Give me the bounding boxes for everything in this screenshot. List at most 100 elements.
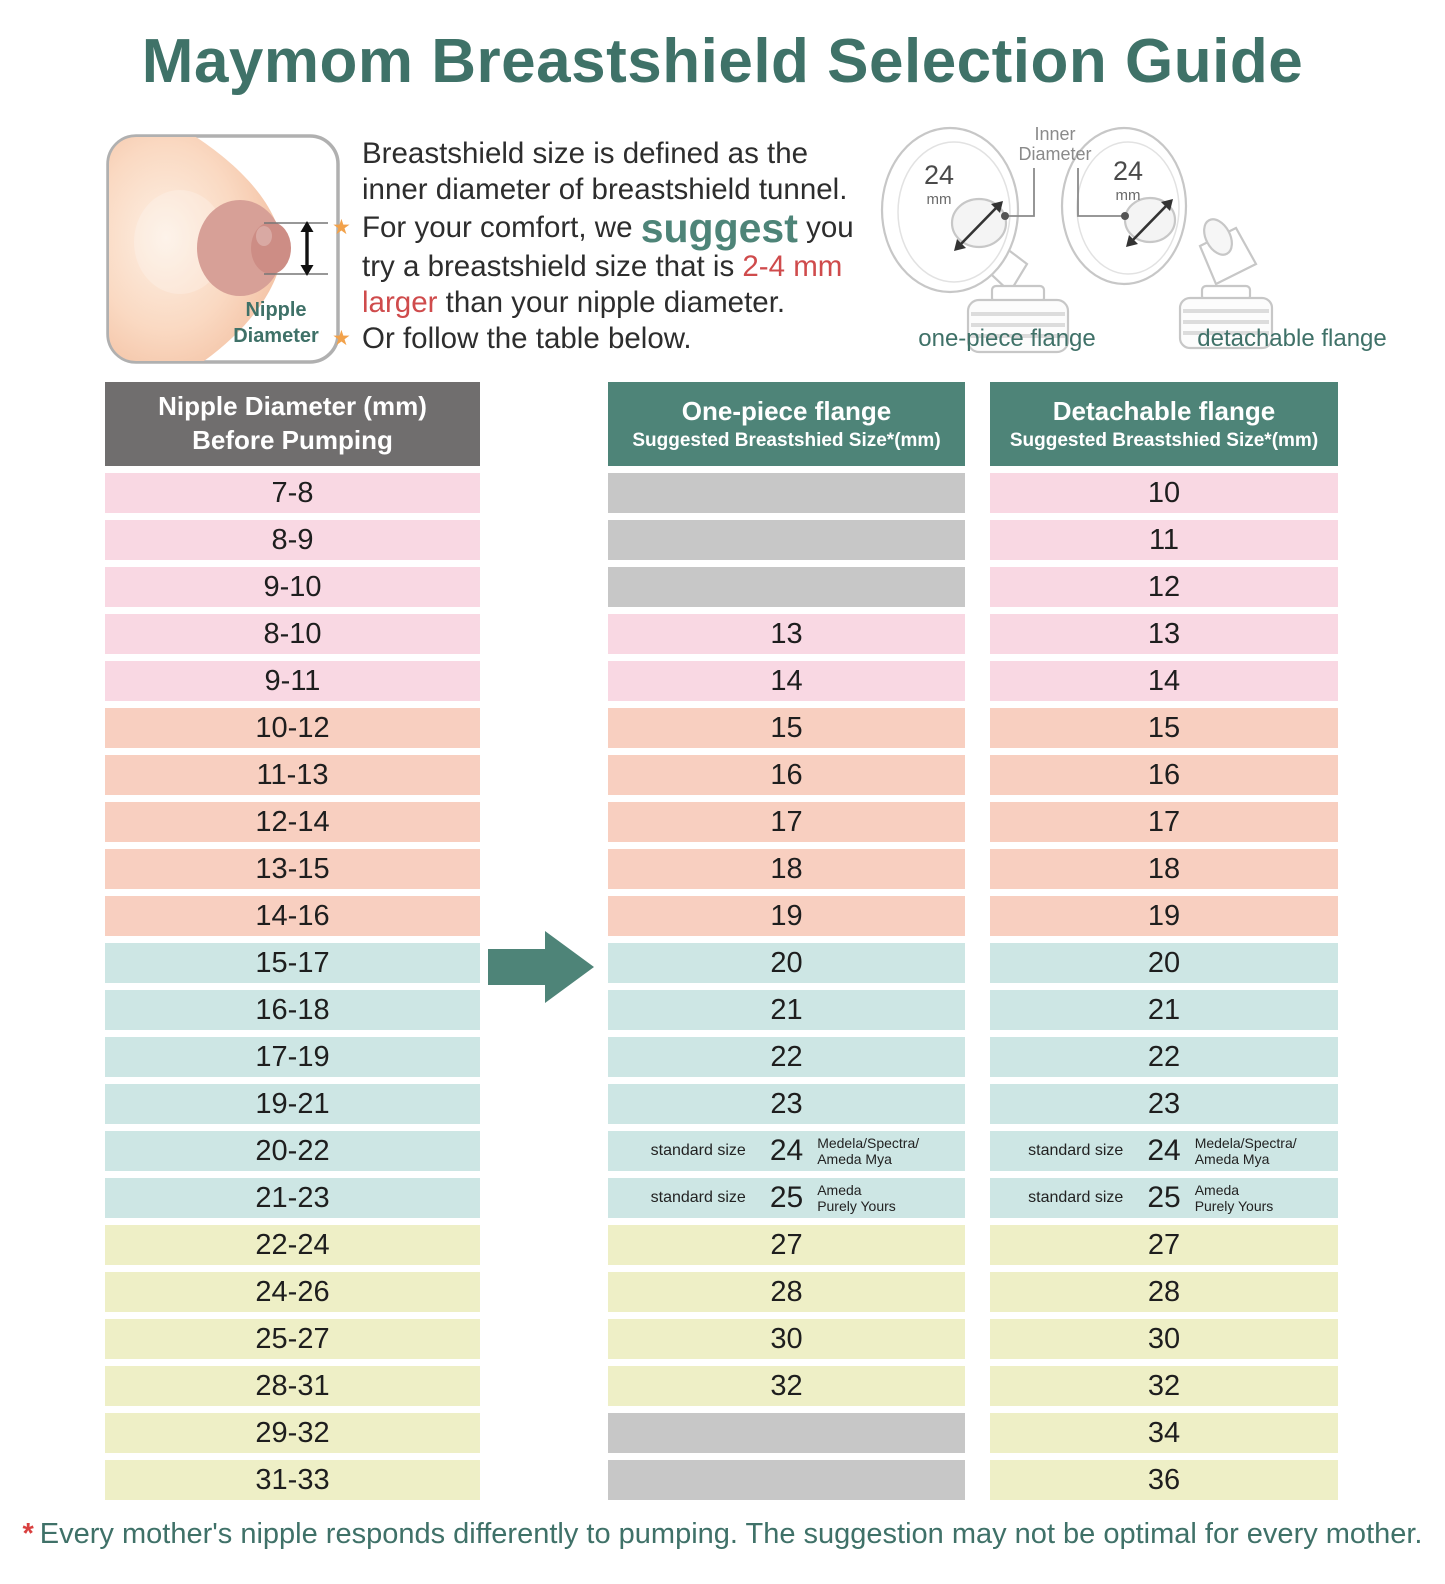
nipple-range-cell: 9-11 <box>105 661 480 701</box>
nipple-label-line1: Nipple <box>245 299 306 321</box>
one-piece-size-cell <box>608 520 965 560</box>
measurement-lines <box>264 222 328 275</box>
nipple-range-cell: 7-8 <box>105 473 480 513</box>
size-value: 25 <box>769 1181 804 1214</box>
star-icon: ★ <box>332 216 351 239</box>
detachable-size-cell: 32 <box>990 1366 1338 1406</box>
nipple-range-cell: 8-9 <box>105 520 480 560</box>
brand-names: Medela/Spectra/ Ameda Mya <box>817 1134 920 1167</box>
nipple-range-cell: 24-26 <box>105 1272 480 1312</box>
one-piece-size-cell: standard size 24 Medela/Spectra/ Ameda Mya <box>608 1131 965 1171</box>
one-piece-size-cell: 15 <box>608 708 965 748</box>
one-piece-size-cell <box>608 567 965 607</box>
nipple-range-cell: 11-13 <box>105 755 480 795</box>
column-header-detachable-flange: Detachable flange Suggested Breastshied … <box>990 382 1338 466</box>
nipple-range-cell: 20-22 <box>105 1131 480 1171</box>
header-title: Nipple Diameter (mm) <box>158 391 427 422</box>
bullet1-post: than your nipple diameter. <box>437 286 786 319</box>
detachable-size-cell: 36 <box>990 1460 1338 1500</box>
nipple-range-cell: 14-16 <box>105 896 480 936</box>
page-title: Maymom Breastshield Selection Guide <box>141 27 1304 96</box>
size-mm-unit: mm <box>1116 187 1141 204</box>
breast-drawing <box>109 137 291 361</box>
intro-sentence-text: Breastshield size is defined as the inne… <box>362 137 848 206</box>
detachable-flange-drawing <box>1060 126 1274 350</box>
standard-size-label: standard size <box>650 1142 746 1159</box>
bullet1-mid: you try a breastshield size that is <box>362 211 854 283</box>
detachable-size-cell: 21 <box>990 990 1338 1030</box>
nipple-range-cell: 13-15 <box>105 849 480 889</box>
brand-names: Ameda Purely Yours <box>817 1181 896 1214</box>
detachable-size-cell: 23 <box>990 1084 1338 1124</box>
standard-size-label: standard size <box>650 1189 746 1206</box>
detachable-size-cell: 30 <box>990 1319 1338 1359</box>
nipple-range-cell: 10-12 <box>105 708 480 748</box>
size-24-label: 24 <box>1113 156 1143 186</box>
nipple-range-cell: 31-33 <box>105 1460 480 1500</box>
footnote: * Every mother's nipple responds differen… <box>0 1518 1445 1551</box>
suggest-emphasis: suggest <box>640 205 798 251</box>
nipple-range-cell: 21-23 <box>105 1178 480 1218</box>
nipple-range-cell: 28-31 <box>105 1366 480 1406</box>
one-piece-size-cell <box>608 1413 965 1453</box>
one-piece-size-cell: 28 <box>608 1272 965 1312</box>
one-piece-size-cell: 18 <box>608 849 965 889</box>
one-piece-size-cell: 32 <box>608 1366 965 1406</box>
detachable-size-cell: 14 <box>990 661 1338 701</box>
intro-text: Breastshield size is defined as the inne… <box>332 136 880 357</box>
nipple-range-cell: 17-19 <box>105 1037 480 1077</box>
detachable-size-cell: 22 <box>990 1037 1338 1077</box>
bullet1-pre: For your comfort, we <box>362 211 641 244</box>
brand-names: Ameda Purely Yours <box>1194 1181 1274 1214</box>
leader-dot <box>1121 212 1129 220</box>
tunnel-diameter-arrows <box>954 199 1173 251</box>
nipple-range-cell: 19-21 <box>105 1084 480 1124</box>
nipple-diameter-illustration: Nipple Diameter <box>106 134 340 364</box>
size-value: 25 <box>1147 1181 1181 1214</box>
detachable-size-cell: 19 <box>990 896 1338 936</box>
star-icon: ★ <box>332 327 351 350</box>
detachable-size-cell: 16 <box>990 755 1338 795</box>
nipple-range-cell: 16-18 <box>105 990 480 1030</box>
areola-shape <box>197 200 283 296</box>
nipple-range-cell: 12-14 <box>105 802 480 842</box>
detachable-size-cell: standard size 25 Ameda Purely Yours <box>990 1178 1338 1218</box>
size-range-highlight: 2-4 mm larger <box>362 250 843 319</box>
nipple-range-cell: 15-17 <box>105 943 480 983</box>
one-piece-size-cell <box>608 1460 965 1500</box>
leader-dot <box>1001 212 1009 220</box>
flange-illustrations: 24 mm 24 mm Inner Diameter one-piece fla… <box>880 124 1387 354</box>
intro-bullet-1: ★ For your comfort, we suggest you try a … <box>332 208 880 321</box>
header-subtitle: Before Pumping <box>192 425 393 455</box>
detachable-size-cell: 15 <box>990 708 1338 748</box>
brand-names: Medela/Spectra/ Ameda Mya <box>1194 1134 1297 1167</box>
detachable-size-cell: 34 <box>990 1413 1338 1453</box>
detachable-size-cell: 13 <box>990 614 1338 654</box>
one-piece-size-cell: 30 <box>608 1319 965 1359</box>
one-piece-size-cell: 20 <box>608 943 965 983</box>
intro-sentence: Breastshield size is defined as the inne… <box>332 136 880 208</box>
one-piece-size-cell: 23 <box>608 1084 965 1124</box>
standard-size-label: standard size <box>1028 1142 1124 1159</box>
header-title: One-piece flange <box>681 395 892 426</box>
arrow-right-icon <box>488 931 594 1003</box>
standard-size-label: standard size <box>1028 1189 1124 1206</box>
one-piece-flange-drawing <box>880 126 1070 354</box>
one-piece-size-cell: standard size 25 Ameda Purely Yours <box>608 1178 965 1218</box>
asterisk: * <box>22 1518 34 1550</box>
one-piece-size-cell: 16 <box>608 755 965 795</box>
bullet2-text: Or follow the table below. <box>362 322 692 355</box>
size-mm-unit: mm <box>927 191 952 208</box>
size-value: 24 <box>1147 1134 1181 1167</box>
selection-table: Nipple Diameter (mm) Before Pumping One-… <box>105 382 1338 1500</box>
inner-diameter-label-line1: Inner <box>1034 124 1075 144</box>
detachable-size-cell: standard size 24 Medela/Spectra/ Ameda Mya <box>990 1131 1338 1171</box>
one-piece-size-cell: 27 <box>608 1225 965 1265</box>
one-piece-size-cell <box>608 473 965 513</box>
inner-diameter-label-line2: Diameter <box>1018 144 1091 164</box>
header-subtitle: Suggested Breastshied Size*(mm) <box>632 429 941 451</box>
detachable-size-cell: 11 <box>990 520 1338 560</box>
detachable-size-cell: 12 <box>990 567 1338 607</box>
header-subtitle: Suggested Breastshied Size*(mm) <box>1009 429 1319 451</box>
detachable-size-cell: 27 <box>990 1225 1338 1265</box>
